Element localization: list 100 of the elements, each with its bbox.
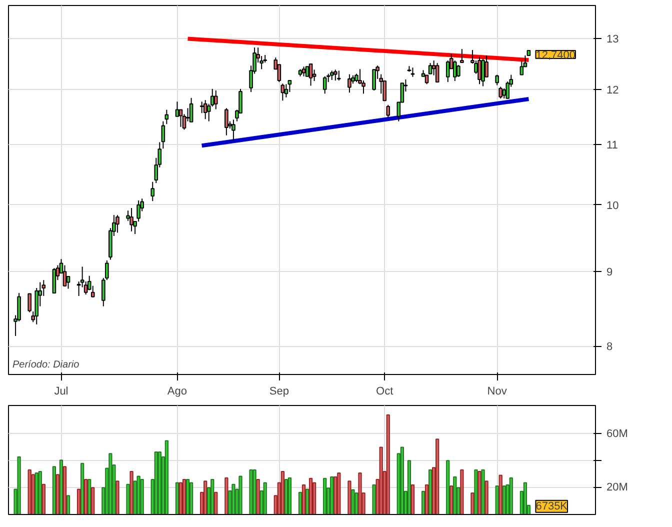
y-tick-label: 8 xyxy=(606,341,613,354)
bar xyxy=(308,478,313,514)
bar xyxy=(232,484,236,514)
bar xyxy=(372,484,376,514)
bar xyxy=(351,489,355,514)
bar xyxy=(460,469,464,514)
candlestick xyxy=(189,97,194,122)
bar xyxy=(178,482,183,514)
bar xyxy=(59,460,64,514)
candlestick xyxy=(386,104,390,119)
bar xyxy=(474,469,478,514)
bar xyxy=(410,484,415,514)
bar xyxy=(509,477,513,514)
x-tick-label: Oct xyxy=(376,386,394,398)
bar xyxy=(323,478,327,514)
bar xyxy=(80,462,84,514)
bar xyxy=(238,476,242,514)
candlestick xyxy=(484,54,488,78)
bar xyxy=(436,438,440,514)
bar xyxy=(337,472,341,514)
candlestick xyxy=(214,90,218,110)
bar xyxy=(334,476,338,514)
candlestick xyxy=(305,66,310,77)
bar xyxy=(186,479,190,514)
bar xyxy=(189,482,194,514)
bar xyxy=(358,472,362,514)
bar xyxy=(108,453,112,514)
candlestick xyxy=(62,264,67,288)
candlestick xyxy=(428,62,432,74)
bar xyxy=(224,477,228,514)
candlestick xyxy=(308,63,313,86)
bar xyxy=(116,480,120,514)
y-tick-label: 10 xyxy=(606,200,619,212)
candlestick xyxy=(224,108,228,136)
bar xyxy=(136,476,140,514)
candlestick xyxy=(410,67,415,78)
bar xyxy=(252,469,256,514)
y-tick-label: 13 xyxy=(606,34,619,46)
bar xyxy=(470,492,474,514)
bar xyxy=(288,477,292,514)
bar xyxy=(214,492,218,514)
bar xyxy=(478,470,482,514)
bar xyxy=(52,466,56,514)
bar xyxy=(84,479,88,514)
candlestick xyxy=(164,109,169,125)
y-tick-label: 60M xyxy=(606,428,628,440)
bar xyxy=(450,485,454,514)
y-tick-label: 11 xyxy=(606,140,618,152)
candlestick xyxy=(456,64,460,78)
bar xyxy=(140,479,144,514)
candlestick xyxy=(136,200,140,222)
bar xyxy=(400,446,404,514)
candlestick xyxy=(330,70,334,80)
bar xyxy=(428,469,432,514)
bar xyxy=(66,495,70,514)
bar xyxy=(210,479,214,514)
candlestick xyxy=(178,109,183,128)
bar xyxy=(386,414,390,514)
bar xyxy=(56,474,60,514)
candlestick xyxy=(130,208,134,232)
annotation: Período: Diario xyxy=(12,360,80,370)
candlestick xyxy=(520,60,524,76)
bar xyxy=(305,488,310,514)
candlestick xyxy=(284,84,288,98)
candlestick xyxy=(90,285,95,298)
bar xyxy=(175,482,180,514)
candlestick xyxy=(435,62,440,83)
x-tick-label: Sep xyxy=(269,386,289,398)
candlestick xyxy=(446,60,450,83)
bar xyxy=(88,479,92,514)
x-tick-label: Jul xyxy=(54,386,68,398)
bar xyxy=(446,460,450,514)
bar xyxy=(164,440,168,514)
candlestick xyxy=(498,86,502,99)
bar xyxy=(28,469,32,514)
candlestick xyxy=(478,56,482,85)
x-tick-label: Nov xyxy=(487,386,508,398)
bar xyxy=(263,482,267,514)
candlestick xyxy=(200,101,204,114)
bar xyxy=(407,460,412,514)
bar xyxy=(204,480,208,514)
candlestick xyxy=(322,76,327,94)
bar xyxy=(182,479,186,514)
bar xyxy=(453,476,457,514)
candlestick xyxy=(150,181,155,202)
bar xyxy=(298,492,302,514)
bar xyxy=(256,479,260,514)
candlestick xyxy=(52,268,56,294)
candlestick xyxy=(203,100,208,120)
bar xyxy=(523,482,528,514)
y-tick-label: 20M xyxy=(606,482,628,494)
candlestick xyxy=(116,214,120,234)
bar xyxy=(154,452,158,514)
bar xyxy=(502,485,506,514)
bar xyxy=(348,480,352,514)
y-tick-label: 12 xyxy=(606,84,619,96)
bar xyxy=(126,484,130,514)
bar xyxy=(76,488,81,514)
bar xyxy=(498,474,502,514)
candlestick xyxy=(280,83,285,102)
